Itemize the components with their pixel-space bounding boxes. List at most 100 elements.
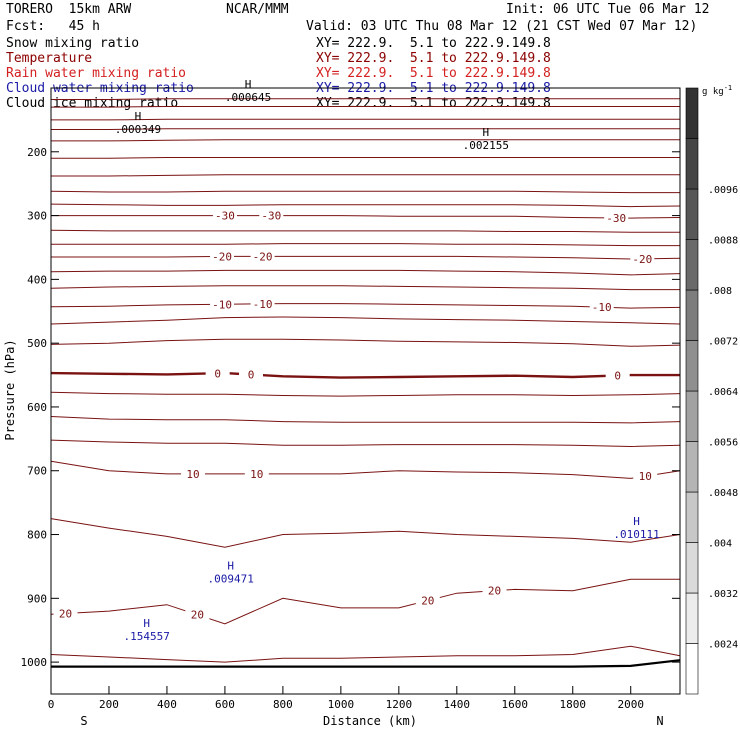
temperature-contour-line <box>51 215 681 219</box>
temperature-contour-line <box>50 229 680 233</box>
contour-label-background <box>605 369 630 382</box>
colorbar: .0024 .0032 .004 .0048 .0056 .0064 .0072 .008 .0… <box>685 84 738 695</box>
temperature-contour-line <box>50 416 681 424</box>
temperature-contour-line <box>51 243 680 247</box>
temperature-contour-line <box>50 203 681 208</box>
maximum-value: .000645 <box>225 91 271 104</box>
field-name-temperature: Temperature <box>6 51 93 66</box>
temperature-contour-line <box>51 157 680 159</box>
maximum-value: .000349 <box>115 123 161 136</box>
contour-label-background <box>589 301 614 314</box>
y-tick-label: 700 <box>27 465 47 478</box>
temperature-contour-line <box>51 98 680 100</box>
temperature-contour-line <box>51 106 680 108</box>
temperature-contour-line <box>50 645 681 663</box>
contour-label-background <box>415 594 440 607</box>
contour-label-background <box>205 367 230 380</box>
y-tick-label: 600 <box>27 401 47 414</box>
contour-label-background <box>239 368 264 381</box>
temperature-contour-label: -30 <box>261 210 281 223</box>
contour-label-background <box>53 607 78 620</box>
field-name-snow: Snow mixing ratio <box>6 36 140 51</box>
temperature-contours <box>50 98 681 668</box>
temperature-contour-label: 10 <box>186 468 199 481</box>
x-tick-label: 2000 <box>617 698 644 711</box>
contour-label-background <box>185 608 210 621</box>
colorbar-swatch <box>685 188 699 240</box>
colorbar-label: .0088 <box>708 236 738 247</box>
maximum-marker: H <box>143 617 150 630</box>
contour-label-background <box>212 209 237 222</box>
temperature-contour-label: 0 <box>248 369 255 382</box>
temperature-contour-line <box>51 118 680 121</box>
temperature-contour-line <box>50 269 681 276</box>
colorbar-swatch <box>685 239 699 291</box>
colorbar-swatch <box>685 491 699 543</box>
colorbar-swatch <box>685 138 699 190</box>
contour-label-background <box>210 298 235 311</box>
contour-label-background <box>244 467 269 480</box>
colorbar-label: .0064 <box>708 387 738 398</box>
maximum-marker: H <box>633 515 640 528</box>
contour-label-background <box>250 297 275 310</box>
x-tick-label: 1000 <box>328 698 355 711</box>
x-tick-label: 600 <box>215 698 235 711</box>
contour-label-background <box>633 470 658 483</box>
maximum-value: .002155 <box>463 139 509 152</box>
colorbar-label: .0096 <box>708 185 738 196</box>
x-axis-label: Distance (km) <box>323 714 417 728</box>
maximum-value: .154557 <box>123 630 169 643</box>
temperature-contour-line <box>50 439 681 448</box>
field-name-rain: Rain water mixing ratio <box>6 66 187 81</box>
header-center: NCAR/MMM <box>226 2 289 17</box>
field-xy-rain: XY= 222.9. 5.1 to 222.9.149.8 <box>316 66 551 81</box>
ground-surface-line <box>51 659 681 668</box>
x-tick-label: 1400 <box>444 698 471 711</box>
maximum-value: .009471 <box>208 573 254 586</box>
y-axis-label: Pressure (hPa) <box>3 339 17 440</box>
temperature-contour-line <box>51 128 680 130</box>
x-tick-label: 1200 <box>386 698 413 711</box>
temperature-contour-label: 0 <box>214 367 221 380</box>
temperature-contour-label: -20 <box>212 250 232 263</box>
temperature-contour-label: -20 <box>632 253 652 266</box>
temperature-contour-line <box>51 255 681 260</box>
maximum-marker: H <box>482 126 489 139</box>
x-tick-label: 1800 <box>560 698 587 711</box>
x-end-label-south: S <box>80 714 87 728</box>
maximum-marker: H <box>135 110 142 123</box>
temperature-contour-line <box>50 190 680 194</box>
colorbar-swatch <box>685 542 699 594</box>
y-tick-label: 400 <box>27 273 47 286</box>
y-tick-label: 200 <box>27 146 47 159</box>
contour-label-background <box>482 584 507 597</box>
colorbar-label: .0072 <box>708 337 738 348</box>
contour-label-background <box>259 209 284 222</box>
temperature-contour-label: -10 <box>253 298 273 311</box>
temperature-contour-line <box>50 303 681 309</box>
header-init: Init: 06 UTC Tue 06 Mar 12 <box>506 2 710 17</box>
colorbar-swatch <box>685 340 699 392</box>
temperature-contour-line <box>50 338 681 347</box>
header-fcst: Fcst: 45 h <box>6 19 100 34</box>
field-xy-snow: XY= 222.9. 5.1 to 222.9.149.8 <box>316 36 551 51</box>
colorbar-swatch <box>685 289 699 341</box>
colorbar-label: .0024 <box>708 640 738 651</box>
temperature-contour-line <box>50 578 680 625</box>
field-xy-cloud-ice: XY= 222.9. 5.1 to 222.9.149.8 <box>316 96 551 111</box>
contour-label-background <box>250 250 275 263</box>
temperature-contour-label: -10 <box>592 301 612 314</box>
header-model: TORERO 15km ARW <box>6 2 132 17</box>
temperature-contour-label: 20 <box>488 585 501 598</box>
colorbar-swatch <box>685 390 699 442</box>
colorbar-label: .004 <box>708 539 732 550</box>
maximum-value: .010111 <box>613 528 659 541</box>
contour-label-background <box>630 252 655 265</box>
temperature-contour-label: -10 <box>212 298 232 311</box>
y-tick-label: 900 <box>27 592 47 605</box>
temperature-contour-label: -20 <box>253 250 273 263</box>
temperature-contour-label: 20 <box>421 595 434 608</box>
temperature-contour-line <box>51 174 680 177</box>
temperature-contour-line <box>51 139 680 142</box>
